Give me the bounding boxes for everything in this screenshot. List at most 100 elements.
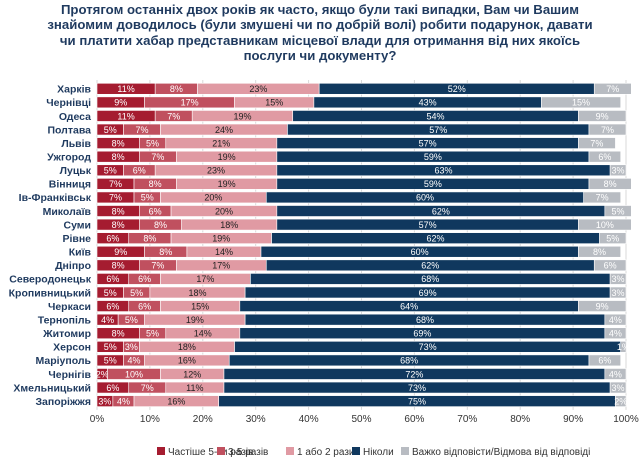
x-tick-label: 10% — [140, 414, 160, 425]
bar-segment — [578, 218, 632, 231]
data-label: 59% — [424, 179, 442, 189]
data-label: 6% — [604, 261, 617, 271]
category-label: Одеса — [59, 111, 91, 123]
data-label: 19% — [218, 152, 236, 162]
data-label: 7% — [596, 193, 609, 203]
data-label: 15% — [191, 301, 209, 311]
bar-segment — [615, 395, 627, 407]
legend-swatch — [401, 447, 409, 455]
data-label: 14% — [215, 247, 233, 257]
data-label: 11% — [186, 383, 203, 393]
data-label: 5% — [104, 356, 117, 366]
data-label: 18% — [189, 288, 207, 298]
data-label: 11% — [117, 84, 134, 94]
data-label: 8% — [112, 152, 125, 162]
bar-segment — [578, 245, 622, 258]
data-label: 57% — [429, 125, 447, 135]
legend-swatch — [157, 447, 165, 455]
data-label: 12% — [183, 369, 201, 379]
bar-segment — [588, 178, 632, 190]
data-label: 23% — [207, 166, 225, 176]
category-label: Рівне — [62, 233, 91, 245]
data-label: 4% — [609, 369, 622, 379]
data-label: 21% — [212, 138, 230, 148]
bar-segment — [578, 137, 616, 149]
category-label: Вінниця — [49, 179, 91, 191]
category-label: Миколаїв — [43, 206, 92, 218]
data-label: 62% — [427, 233, 445, 243]
data-label: 72% — [405, 369, 423, 379]
x-tick-label: 50% — [351, 414, 371, 425]
category-label: Київ — [69, 247, 92, 259]
legend-label: Частіше 5-ти разів — [168, 447, 253, 458]
data-label: 18% — [220, 220, 238, 230]
data-label: 2% — [614, 396, 627, 406]
data-label: 19% — [233, 111, 251, 121]
data-label: 10% — [125, 369, 143, 379]
category-label: Харків — [57, 84, 91, 96]
data-label: 6% — [138, 301, 151, 311]
data-label: 54% — [427, 111, 445, 121]
data-label: 8% — [112, 329, 125, 339]
legend-label: 1 або 2 рази — [297, 446, 355, 458]
category-label: Северодонецьк — [9, 274, 91, 286]
data-label: 75% — [408, 396, 426, 406]
x-tick-label: 30% — [246, 414, 266, 425]
data-label: 8% — [604, 179, 617, 189]
category-label: Дніпро — [55, 260, 91, 272]
data-label: 5% — [146, 329, 159, 339]
bar-segment — [604, 205, 632, 217]
data-label: 5% — [146, 138, 159, 148]
data-label: 19% — [186, 315, 204, 325]
legend-swatch — [217, 447, 225, 455]
data-label: 4% — [117, 396, 130, 406]
data-label: 4% — [101, 315, 114, 325]
category-label: Суми — [63, 219, 91, 231]
category-label: Житомир — [42, 328, 91, 340]
x-tick-label: 40% — [299, 414, 319, 425]
bar-segment — [620, 341, 627, 353]
bar-segment — [588, 150, 622, 163]
category-label: Полтава — [47, 124, 91, 136]
data-label: 8% — [112, 206, 125, 216]
bar-segment — [604, 313, 627, 326]
data-label: 8% — [149, 179, 162, 189]
bar-segment — [588, 123, 627, 136]
data-label: 69% — [419, 288, 437, 298]
category-label: Маріуполь — [35, 355, 91, 367]
bar-segment — [609, 164, 627, 177]
data-label: 6% — [106, 274, 119, 284]
data-label: 7% — [590, 138, 603, 148]
bar-segment — [593, 259, 627, 272]
data-label: 7% — [141, 383, 154, 393]
x-tick-label: 20% — [193, 414, 213, 425]
data-label: 7% — [109, 179, 122, 189]
data-label: 62% — [421, 261, 439, 271]
data-label: 8% — [143, 233, 156, 243]
bar-segment — [609, 273, 627, 285]
data-label: 4% — [128, 356, 141, 366]
data-label: 3% — [612, 288, 625, 298]
data-label: 2% — [96, 369, 109, 379]
data-label: 5% — [104, 342, 117, 352]
chart-title: Протягом останніх двох років як часто, я… — [47, 2, 593, 64]
data-label: 5% — [104, 288, 117, 298]
data-label: 19% — [212, 233, 230, 243]
data-label: 8% — [154, 220, 167, 230]
bar-segment — [599, 232, 627, 244]
legend-swatch — [286, 447, 294, 455]
data-label: 7% — [109, 193, 122, 203]
bar-segment — [604, 368, 627, 380]
data-label: 5% — [141, 193, 154, 203]
x-tick-label: 0% — [90, 414, 105, 425]
data-label: 73% — [408, 383, 426, 393]
data-label: 73% — [419, 342, 437, 352]
data-label: 16% — [178, 356, 196, 366]
bar-segment — [578, 300, 627, 312]
data-label: 3% — [612, 383, 625, 393]
data-label: 6% — [106, 233, 119, 243]
data-label: 20% — [215, 206, 233, 216]
data-label: 6% — [106, 383, 119, 393]
category-label: Кропивницький — [9, 287, 91, 299]
